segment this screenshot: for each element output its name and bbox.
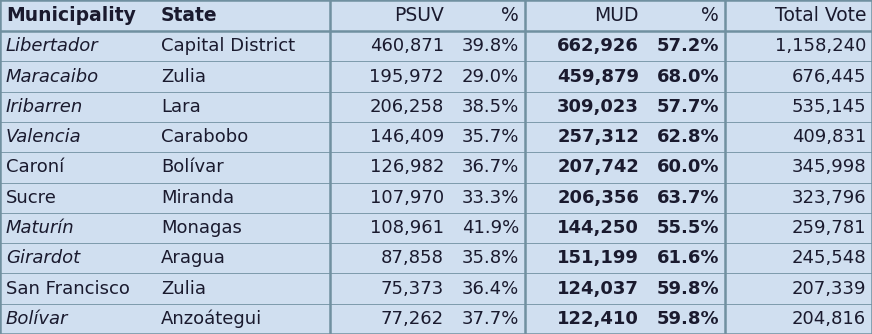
Text: Girardot: Girardot xyxy=(6,249,80,267)
Text: Miranda: Miranda xyxy=(161,189,234,207)
Text: 107,970: 107,970 xyxy=(370,189,444,207)
Text: MUD: MUD xyxy=(595,6,639,25)
Text: PSUV: PSUV xyxy=(394,6,444,25)
Text: Bolívar: Bolívar xyxy=(161,158,224,176)
Text: Libertador: Libertador xyxy=(6,37,99,55)
Text: 257,312: 257,312 xyxy=(557,128,639,146)
Text: 144,250: 144,250 xyxy=(557,219,639,237)
Text: 126,982: 126,982 xyxy=(370,158,444,176)
Text: Municipality: Municipality xyxy=(6,6,136,25)
Text: 146,409: 146,409 xyxy=(370,128,444,146)
Text: 68.0%: 68.0% xyxy=(657,67,719,86)
Text: 38.5%: 38.5% xyxy=(462,98,519,116)
Text: San Francisco: San Francisco xyxy=(6,280,130,298)
Text: 59.8%: 59.8% xyxy=(657,310,719,328)
Text: 57.2%: 57.2% xyxy=(657,37,719,55)
Text: 59.8%: 59.8% xyxy=(657,280,719,298)
Text: 259,781: 259,781 xyxy=(792,219,866,237)
Text: 29.0%: 29.0% xyxy=(462,67,519,86)
Text: 35.7%: 35.7% xyxy=(461,128,519,146)
Text: 207,742: 207,742 xyxy=(557,158,639,176)
Text: 195,972: 195,972 xyxy=(370,67,444,86)
Text: Aragua: Aragua xyxy=(161,249,226,267)
Text: 245,548: 245,548 xyxy=(792,249,866,267)
Text: Anzoátegui: Anzoátegui xyxy=(161,310,262,328)
Text: 39.8%: 39.8% xyxy=(462,37,519,55)
Text: Lara: Lara xyxy=(161,98,201,116)
Text: %: % xyxy=(501,6,519,25)
Text: 41.9%: 41.9% xyxy=(462,219,519,237)
Text: Total Vote: Total Vote xyxy=(774,6,866,25)
Text: %: % xyxy=(701,6,719,25)
Text: Iribarren: Iribarren xyxy=(6,98,83,116)
Text: 55.5%: 55.5% xyxy=(657,219,719,237)
Text: 57.7%: 57.7% xyxy=(657,98,719,116)
Text: Capital District: Capital District xyxy=(161,37,295,55)
Text: Maracaibo: Maracaibo xyxy=(6,67,99,86)
Text: Carabobo: Carabobo xyxy=(161,128,249,146)
Text: 122,410: 122,410 xyxy=(557,310,639,328)
Text: 37.7%: 37.7% xyxy=(461,310,519,328)
Text: 662,926: 662,926 xyxy=(557,37,639,55)
Text: 535,145: 535,145 xyxy=(792,98,866,116)
Text: Bolívar: Bolívar xyxy=(6,310,68,328)
Text: 409,831: 409,831 xyxy=(792,128,866,146)
Text: 60.0%: 60.0% xyxy=(657,158,719,176)
Text: Zulia: Zulia xyxy=(161,67,206,86)
Text: 460,871: 460,871 xyxy=(370,37,444,55)
Text: 206,356: 206,356 xyxy=(557,189,639,207)
Text: State: State xyxy=(161,6,218,25)
Text: 75,373: 75,373 xyxy=(381,280,444,298)
Text: 206,258: 206,258 xyxy=(370,98,444,116)
Text: 676,445: 676,445 xyxy=(792,67,866,86)
Text: 309,023: 309,023 xyxy=(557,98,639,116)
Text: 35.8%: 35.8% xyxy=(462,249,519,267)
Text: 62.8%: 62.8% xyxy=(657,128,719,146)
Text: Caroní: Caroní xyxy=(6,158,65,176)
Text: 36.4%: 36.4% xyxy=(462,280,519,298)
Text: Zulia: Zulia xyxy=(161,280,206,298)
Text: 33.3%: 33.3% xyxy=(461,189,519,207)
Text: 345,998: 345,998 xyxy=(792,158,866,176)
Text: 77,262: 77,262 xyxy=(381,310,444,328)
Text: Monagas: Monagas xyxy=(161,219,242,237)
Text: 459,879: 459,879 xyxy=(557,67,639,86)
Text: 61.6%: 61.6% xyxy=(657,249,719,267)
Text: 63.7%: 63.7% xyxy=(657,189,719,207)
Text: Valencia: Valencia xyxy=(6,128,82,146)
Text: 108,961: 108,961 xyxy=(370,219,444,237)
Text: 151,199: 151,199 xyxy=(557,249,639,267)
Text: Sucre: Sucre xyxy=(6,189,57,207)
Text: 207,339: 207,339 xyxy=(792,280,866,298)
Text: Maturín: Maturín xyxy=(6,219,75,237)
Text: 1,158,240: 1,158,240 xyxy=(774,37,866,55)
Text: 36.7%: 36.7% xyxy=(462,158,519,176)
Text: 204,816: 204,816 xyxy=(792,310,866,328)
Text: 323,796: 323,796 xyxy=(792,189,866,207)
Text: 87,858: 87,858 xyxy=(381,249,444,267)
Text: 124,037: 124,037 xyxy=(557,280,639,298)
